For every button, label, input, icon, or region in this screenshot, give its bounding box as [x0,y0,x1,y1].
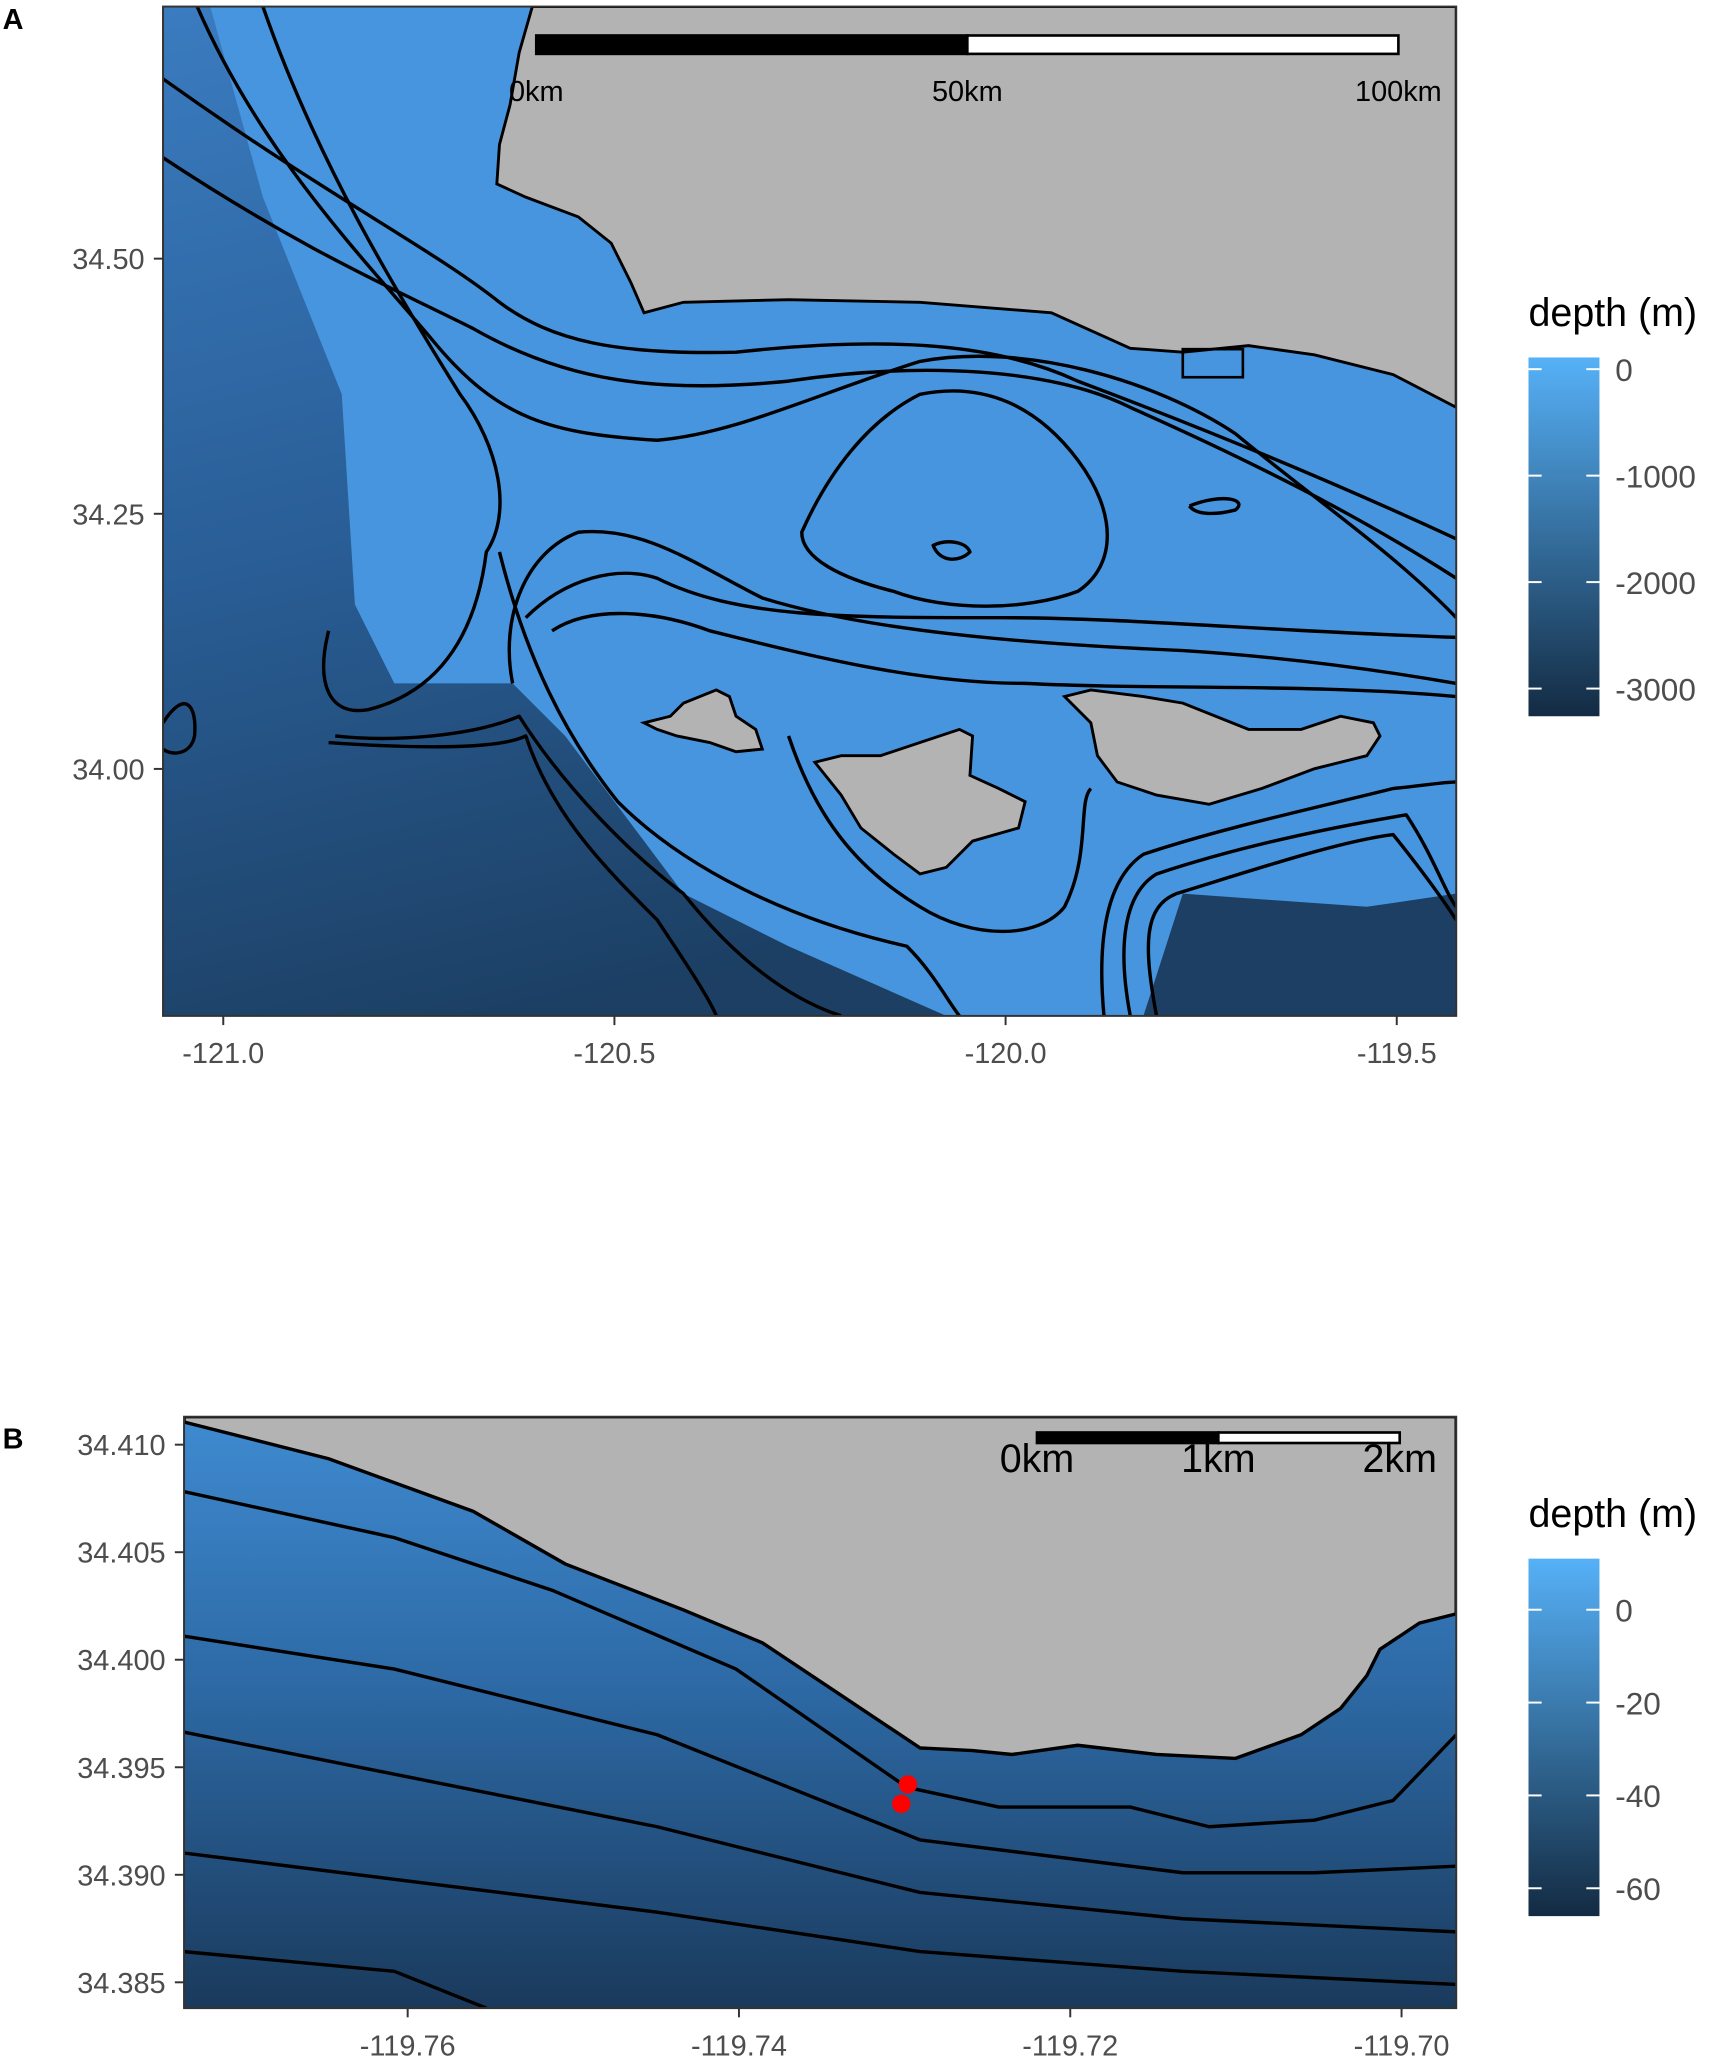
y-tick-label: 34.405 [77,1538,165,1570]
y-tick-label: 34.395 [77,1753,165,1785]
legend-tick-label: -2000 [1615,565,1696,601]
legend-tick-label: -3000 [1615,671,1696,707]
scale-bar-label: 1km [1181,1437,1255,1481]
scale-bar-segment [966,34,1400,56]
x-tick-label: -121.0 [182,1038,264,1070]
scale-bar-label: 100km [1355,76,1442,108]
y-tick-label: 34.400 [77,1645,165,1677]
scale-bar-segment [1217,1431,1402,1445]
y-tick-label: 34.25 [72,499,144,531]
legend-tick-label: -20 [1615,1685,1661,1721]
legend-tick-label: -1000 [1615,458,1696,494]
contours [184,1489,1457,2009]
legend-tick-label: -40 [1615,1778,1661,1814]
map-a [163,6,1457,1016]
panel-border [183,1415,1458,2010]
scale-bar-segment [534,34,969,56]
colorbar [1528,1558,1600,1917]
island [1061,688,1382,806]
y-tick-label: 34.50 [72,244,144,276]
x-tick-label: -120.5 [573,1038,655,1070]
x-tick-label: -119.76 [360,2030,456,2062]
scale-bar-label: 2km [1362,1437,1436,1481]
panel-label: A [3,4,24,36]
y-tick-label: 34.410 [77,1430,165,1462]
contours [163,6,1457,1016]
legend-title: depth (m) [1528,1492,1697,1536]
legend-tick-label: 0 [1615,352,1633,388]
legend-tick-label: -60 [1615,1871,1661,1907]
coast [184,1416,1457,1761]
scale-bar-label: 0km [509,76,564,108]
x-tick-label: -120.0 [965,1038,1047,1070]
site-point [892,1794,911,1814]
scale-bar-label: 0km [1000,1437,1074,1481]
y-tick-label: 34.00 [72,754,144,786]
x-tick-label: -119.70 [1354,2030,1450,2062]
panel-border [162,5,1458,1017]
colorbar [1528,357,1600,717]
panel-label: B [3,1423,24,1455]
map-b [184,1416,1457,2009]
island [812,727,1027,876]
x-tick-label: -119.72 [1022,2030,1118,2062]
x-tick-label: -119.5 [1357,1038,1437,1070]
scale-bar-label: 50km [932,76,1003,108]
legend-title: depth (m) [1528,291,1697,335]
inset-extent [1181,347,1245,379]
x-tick-label: -119.74 [691,2030,787,2062]
mainland [495,6,1457,410]
y-tick-label: 34.390 [77,1860,165,1892]
island [639,688,765,754]
legend-tick-label: 0 [1615,1593,1633,1629]
site-point [898,1775,918,1794]
y-tick-label: 34.385 [77,1968,165,2000]
